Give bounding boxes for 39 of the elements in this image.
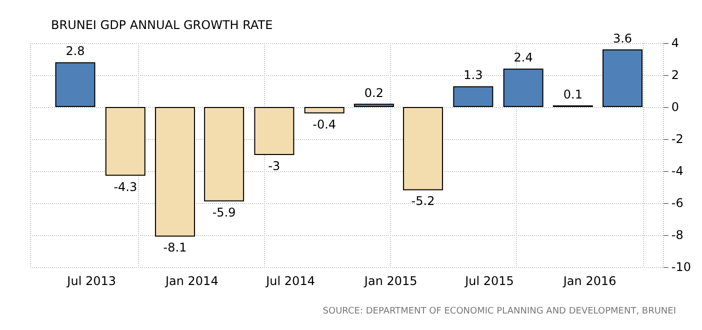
data-label: 2.8: [66, 44, 85, 58]
bar: [503, 68, 544, 107]
data-label: -5.2: [411, 194, 435, 208]
x-tick-label: Jan 2014: [164, 274, 218, 288]
bar: [304, 107, 344, 114]
bar: [254, 107, 294, 155]
y-tick-label: -4: [671, 164, 684, 178]
x-tick-label: Jul 2014: [265, 274, 315, 288]
data-label: 0.2: [364, 86, 384, 100]
source-note: SOURCE: DEPARTMENT OF ECONOMIC PLANNING AND DEVELOPMENT, BRUNEI: [322, 306, 676, 316]
data-label: -3: [268, 159, 280, 173]
bar: [105, 107, 146, 176]
bar: [154, 107, 195, 237]
y-tick-label: 4: [671, 36, 680, 50]
bar: [204, 107, 244, 202]
y-tick-label: 0: [671, 100, 680, 114]
x-tick-label: Jul 2013: [66, 274, 116, 288]
y-tick-label: 2: [671, 68, 680, 82]
bar: [55, 62, 96, 107]
x-tick-label: Jan 2015: [363, 274, 418, 288]
data-label: -5.9: [212, 205, 236, 220]
x-tick-label: Jan 2016: [562, 274, 616, 288]
y-tick-label: -2: [671, 132, 684, 146]
bar: [354, 104, 394, 107]
data-label: 2.4: [514, 50, 533, 65]
data-label: -8.1: [163, 240, 187, 255]
data-label: -0.4: [312, 117, 336, 132]
y-tick-label: -6: [671, 196, 684, 210]
bar: [403, 107, 444, 190]
y-tick-label: -8: [671, 228, 684, 242]
data-label: 1.3: [464, 68, 483, 82]
data-label: 3.6: [612, 31, 632, 46]
data-label: 0.1: [563, 87, 582, 102]
data-label: -4.3: [114, 180, 138, 194]
bar: [453, 86, 494, 107]
x-tick-label: Jul 2015: [464, 274, 514, 288]
y-tick-label: -10: [671, 260, 692, 274]
chart-title: BRUNEI GDP ANNUAL GROWTH RATE: [51, 18, 273, 32]
bar: [602, 49, 643, 107]
